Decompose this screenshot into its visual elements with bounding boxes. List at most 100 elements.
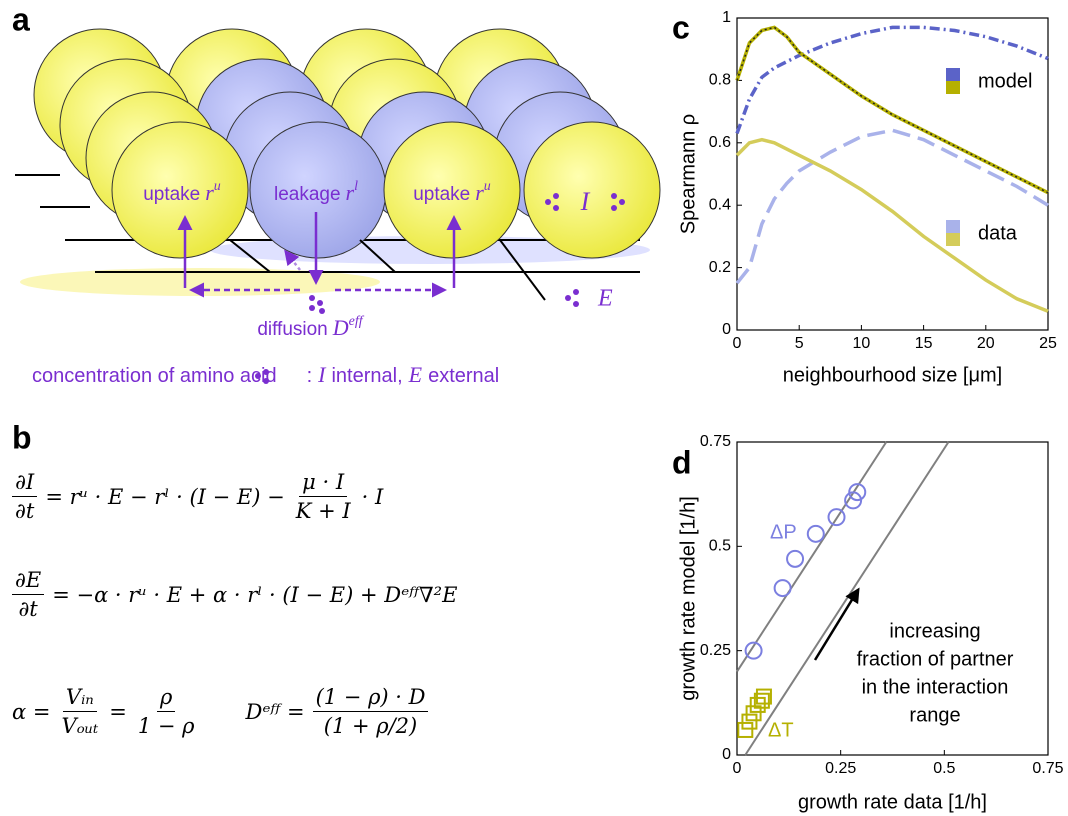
fraction: Vᵢₙ Vₒᵤₜ [58,685,101,738]
y-tick-label: 0.75 [700,433,731,450]
flux-arrows [177,212,462,298]
x-tick-label: 5 [795,335,804,352]
y-tick-label: 0.25 [700,642,731,659]
y-tick-label: 0.2 [709,259,731,276]
series-line [735,128,1049,285]
data-point [827,508,846,527]
denominator: (1 + ρ/2) [323,714,418,738]
panel-label: d [672,444,692,480]
y-tick-label: 0.8 [709,72,731,89]
equation-term: α = [12,699,51,724]
reference-line [736,441,888,673]
annotation: in the interaction [862,676,1009,698]
denominator: Vₒᵤₜ [61,714,99,738]
y-tick-label: 0.5 [709,538,731,555]
series-line [735,137,1049,313]
y-tick-label: 1 [722,9,731,26]
x-tick-label: 20 [977,335,995,352]
leakage-label: leakage rl [274,179,358,205]
denominator: K + I [295,499,351,523]
equation-term: Dᵉᶠᶠ = [245,699,305,724]
x-tick-label: 0 [733,335,742,352]
y-tick-label: 0 [722,321,731,338]
equation: ∂E ∂t = −α · rᵘ · E + α · rˡ · (I − E) + D… [12,568,457,621]
fraction: ∂I ∂t [12,470,38,523]
uptake-label: uptake ru [413,179,491,205]
y-axis-label: Spearmann ρ [677,114,699,234]
x-tick-label: 10 [853,335,871,352]
numerator: (1 − ρ) · D [312,685,429,712]
panel-label: c [672,9,690,45]
annotation-arrow [813,587,860,661]
equation-term: · I [361,484,384,509]
y-tick-label: 0.6 [709,134,731,151]
data-point [844,491,863,510]
legend-swatch [946,233,960,246]
fraction: (1 − ρ) · D (1 + ρ/2) [312,685,429,738]
molecule-dots [255,193,625,384]
x-axis-label: growth rate data [1/h] [798,791,987,813]
equation-term: = −α · rᵘ · E + α · rˡ · (I − E) + Dᵉᶠᶠ∇… [52,582,458,607]
series-label: ΔT [768,719,794,741]
data-point [786,549,805,568]
legend-label: data [978,222,1018,244]
numerator: ρ [157,685,176,712]
series-line [735,25,1049,195]
data-point [744,641,763,660]
series-line-overlay [736,26,1049,194]
fraction: ∂E ∂t [12,568,45,621]
equation: α = Vᵢₙ Vₒᵤₜ = ρ 1 − ρ Dᵉᶠᶠ = (1 − ρ) · D (1 + ρ… [12,685,429,738]
numerator: Vᵢₙ [62,685,97,712]
external-symbol: E [597,286,613,312]
series-line [735,25,1049,135]
denominator: 1 − ρ [137,714,195,738]
data-point [753,692,770,709]
data-point [848,483,867,502]
diffusion-label: diffusion Deff [257,314,364,340]
internal-symbol: I [580,187,591,216]
legend-swatch [946,68,960,81]
data-point [773,579,792,598]
y-tick-label: 0 [722,746,731,763]
uptake-label: uptake ru [143,179,221,205]
cell-diagram [15,28,661,301]
y-axis-label: growth rate model [1/h] [677,496,699,701]
annotation: increasing [889,620,980,642]
y-tick-label: 0.4 [709,196,731,213]
x-tick-label: 0 [733,760,742,777]
x-tick-label: 15 [915,335,933,352]
data-point [755,688,772,705]
numerator: ∂I [12,470,38,497]
numerator: μ · I [299,470,348,497]
data-point [806,524,825,543]
legend-label: model [978,70,1032,92]
legend-swatch [946,220,960,233]
plot-frame [736,17,1049,331]
equation-term: = rᵘ · E − rˡ · (I − E) − [45,484,285,509]
x-tick-label: 0.5 [933,760,955,777]
denominator: ∂t [15,499,35,523]
data-point [745,705,762,722]
annotation: range [909,704,960,726]
numerator: ∂E [12,568,45,595]
x-axis-label: neighbourhood size [μm] [783,364,1002,386]
panel-label: a [12,1,30,37]
annotation: fraction of partner [857,648,1014,670]
legend-swatch [946,81,960,94]
series-label: ΔP [770,521,797,543]
plot-frame [736,441,1049,756]
panel-label: b [12,419,32,455]
x-tick-label: 0.75 [1032,760,1063,777]
x-tick-label: 0.25 [825,760,856,777]
x-tick-label: 25 [1039,335,1057,352]
equation-term: = [109,699,127,724]
data-point [741,713,758,730]
denominator: ∂t [18,597,38,621]
data-point [737,721,754,738]
